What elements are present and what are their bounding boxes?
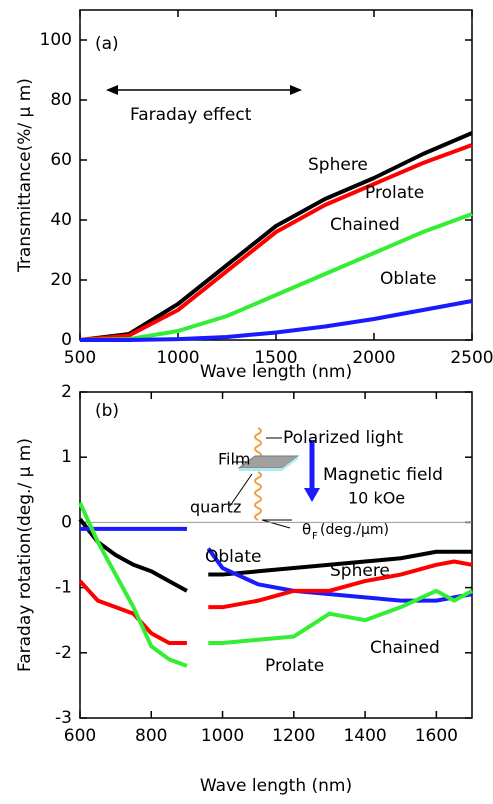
x-tick-label: 2500 bbox=[450, 348, 493, 368]
annotation: Film bbox=[218, 450, 251, 469]
series-label: Prolate bbox=[265, 656, 324, 676]
x-tick-label: 1400 bbox=[343, 726, 386, 746]
x-tick-label: 1600 bbox=[415, 726, 458, 746]
series-line bbox=[79, 143, 473, 342]
annotation: Magnetic field bbox=[323, 465, 443, 485]
arrowhead bbox=[290, 85, 302, 95]
plot-frame bbox=[79, 391, 473, 719]
y-tick-label: -1 bbox=[55, 578, 72, 598]
y-tick-label: 1 bbox=[61, 447, 72, 467]
y-tick-label: 0 bbox=[61, 330, 72, 350]
y-axis-label: Transmittance(%/ μ m) bbox=[15, 78, 35, 273]
series-line bbox=[79, 131, 473, 342]
x-tick-label: 600 bbox=[64, 726, 96, 746]
arrowhead bbox=[106, 85, 118, 95]
inset-diagram bbox=[229, 427, 320, 529]
series-label: Sphere bbox=[330, 561, 390, 581]
y-tick-label: 80 bbox=[50, 90, 72, 110]
series-label: Oblate bbox=[205, 547, 261, 567]
y-tick-label: 20 bbox=[50, 270, 72, 290]
series-label: Chained bbox=[330, 215, 400, 235]
annotation: (b) bbox=[95, 401, 119, 421]
y-tick-label: -3 bbox=[55, 708, 72, 728]
theta-arrow bbox=[261, 519, 291, 529]
light-coil bbox=[254, 471, 262, 521]
x-tick-label: 1000 bbox=[201, 726, 244, 746]
x-tick-label: 800 bbox=[135, 726, 167, 746]
x-tick-label: 2000 bbox=[352, 348, 395, 368]
series-label: Sphere bbox=[308, 155, 368, 175]
y-tick-label: 2 bbox=[61, 382, 72, 402]
y-tick-label: 40 bbox=[50, 210, 72, 230]
x-axis-label: Wave length (nm) bbox=[200, 776, 352, 796]
annotation: (a) bbox=[95, 34, 119, 54]
series-line bbox=[79, 212, 473, 342]
x-tick-label: 500 bbox=[64, 348, 96, 368]
field-arrowhead bbox=[304, 488, 320, 502]
x-tick-label: 1000 bbox=[156, 348, 199, 368]
y-tick-label: 60 bbox=[50, 150, 72, 170]
series-line bbox=[80, 526, 473, 603]
x-tick-label: 1500 bbox=[254, 348, 297, 368]
series-label: Chained bbox=[370, 638, 440, 658]
series-label: Prolate bbox=[365, 183, 424, 203]
plot-frame bbox=[79, 9, 473, 341]
leader bbox=[229, 473, 253, 507]
y-tick-label: -2 bbox=[55, 643, 72, 663]
annotation: (deg./μm) bbox=[320, 522, 389, 538]
series-label: Oblate bbox=[380, 269, 436, 289]
light-coil bbox=[254, 427, 262, 459]
quartz bbox=[239, 456, 298, 471]
y-tick-label: 100 bbox=[40, 30, 72, 50]
annotation: quartz bbox=[190, 498, 241, 517]
annotation: 10 kOe bbox=[348, 489, 405, 508]
x-axis-label: Wave length (nm) bbox=[200, 362, 352, 382]
faraday-arrow bbox=[106, 85, 302, 95]
x-tick-label: 1200 bbox=[272, 726, 315, 746]
series-line bbox=[80, 299, 473, 342]
y-axis-label: Faraday rotation(deg./ μ m) bbox=[15, 438, 35, 672]
series-line bbox=[78, 559, 473, 646]
series-line bbox=[78, 502, 473, 668]
annotation: Polarized light bbox=[283, 428, 403, 448]
annotation: Faraday effect bbox=[130, 105, 252, 125]
annotation: θ bbox=[302, 521, 311, 539]
y-tick-label: 0 bbox=[61, 512, 72, 532]
annotation: F bbox=[312, 531, 318, 542]
